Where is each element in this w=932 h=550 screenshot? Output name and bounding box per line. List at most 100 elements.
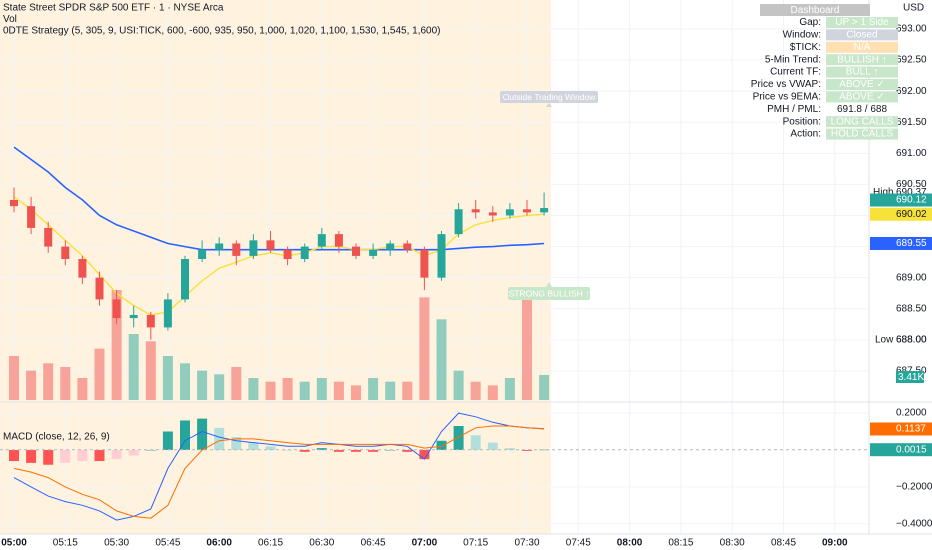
y-tick-label: 691.50 bbox=[896, 117, 927, 128]
candle-body bbox=[215, 243, 224, 250]
volume-bar bbox=[128, 334, 139, 400]
y-tick-label: 689.00 bbox=[896, 272, 927, 283]
candle-body bbox=[95, 277, 104, 300]
volume-bar bbox=[214, 374, 225, 400]
dashboard-value: ABOVE ✓ bbox=[839, 79, 885, 90]
x-tick-label: 08:15 bbox=[668, 538, 693, 549]
dashboard-label: Position: bbox=[783, 116, 821, 127]
dashboard-header bbox=[760, 4, 870, 16]
symbol-title: State Street SPDR S&P 500 ETF · 1 · NYSE… bbox=[3, 3, 224, 14]
volume-bar bbox=[265, 381, 276, 400]
dashboard-label: Gap: bbox=[799, 17, 821, 28]
macd-histogram-bar bbox=[351, 449, 361, 452]
x-tick-label: 09:00 bbox=[822, 538, 848, 549]
candle-body bbox=[454, 209, 463, 235]
dashboard-value: UP > 1 Side bbox=[835, 17, 889, 28]
candle-body bbox=[232, 243, 241, 256]
low-marker: Low bbox=[875, 334, 894, 345]
dashboard-label: $TICK: bbox=[790, 42, 821, 53]
candle-body bbox=[181, 259, 189, 300]
macd-histogram-bar bbox=[197, 418, 208, 450]
dashboard-cell bbox=[826, 17, 898, 28]
dashboard-value: HOLD CALLS bbox=[831, 129, 894, 140]
annotation-box bbox=[500, 91, 598, 103]
dashboard-value: 691.8 / 688 bbox=[837, 104, 887, 115]
x-tick-label: 08:45 bbox=[771, 538, 796, 549]
candle-body bbox=[505, 209, 514, 216]
volume-bar bbox=[197, 370, 208, 400]
candle-body bbox=[403, 243, 412, 250]
macd-histogram-bar bbox=[453, 425, 464, 450]
volume-bar bbox=[231, 367, 242, 400]
dashboard-cell bbox=[826, 91, 898, 103]
volume-bar bbox=[539, 374, 550, 400]
vwap-line bbox=[13, 146, 545, 251]
macd-histogram-bar bbox=[504, 448, 515, 450]
strategy-legend: 0DTE Strategy (5, 305, 9, USI:TICK, 600,… bbox=[3, 26, 441, 37]
macd-histogram-bar bbox=[248, 442, 259, 450]
macd-legend: MACD (close, 12, 26, 9) bbox=[3, 432, 110, 443]
dashboard-label: Price vs VWAP: bbox=[751, 79, 821, 90]
macd-histogram-bar bbox=[43, 449, 54, 465]
dashboard-value: ABOVE ✓ bbox=[839, 92, 885, 103]
candle-body bbox=[352, 246, 360, 256]
dashboard-label: Current TF: bbox=[770, 67, 821, 78]
macd-histogram-bar bbox=[522, 449, 532, 451]
volume-badge bbox=[896, 371, 924, 383]
volume-bar bbox=[94, 348, 105, 400]
price-badge-label: 690.12 bbox=[896, 195, 927, 206]
candle-body bbox=[488, 212, 497, 216]
candle-body bbox=[198, 249, 207, 260]
signal-line bbox=[13, 425, 545, 519]
candle-body bbox=[10, 199, 18, 207]
x-tick-label: 07:15 bbox=[463, 538, 488, 549]
dashboard-cell bbox=[826, 79, 898, 90]
price-badge-label: 0.1137 bbox=[896, 424, 926, 435]
macd-histogram-bar bbox=[368, 449, 379, 452]
volume-bar bbox=[162, 356, 173, 400]
macd-histogram-bar bbox=[436, 440, 447, 450]
candle-body bbox=[129, 314, 138, 319]
macd-histogram-bar bbox=[111, 449, 122, 460]
low-marker-value: 688.00 bbox=[896, 334, 927, 345]
annotation-window: Outside Trading Window bbox=[503, 92, 596, 102]
macd-histogram-bar bbox=[214, 427, 225, 450]
volume-bar bbox=[453, 370, 464, 400]
dashboard-value: Closed bbox=[846, 30, 877, 41]
x-tick-label: 08:00 bbox=[617, 538, 643, 549]
volume-bar bbox=[368, 378, 379, 400]
y-tick-label: 690.50 bbox=[896, 179, 927, 190]
x-tick-label: 05:30 bbox=[104, 538, 129, 549]
candle-body bbox=[112, 299, 121, 319]
annotation-pointer bbox=[546, 282, 552, 287]
x-tick-label: 05:15 bbox=[53, 538, 78, 549]
x-tick-label: 05:00 bbox=[1, 538, 27, 549]
dashboard-label: Window: bbox=[783, 30, 821, 41]
candle-body bbox=[369, 249, 378, 256]
dashboard-cell bbox=[826, 103, 898, 115]
macd-histogram-bar bbox=[419, 449, 430, 460]
y-tick-label: 692.50 bbox=[896, 55, 927, 66]
dashboard-cell bbox=[826, 66, 898, 78]
y-tick-label: 693.00 bbox=[896, 24, 927, 35]
candle-body bbox=[420, 249, 429, 278]
candle-body bbox=[437, 234, 446, 278]
macd-histogram-bar bbox=[94, 449, 105, 462]
macd-histogram-bar bbox=[128, 449, 139, 456]
candle-body bbox=[283, 249, 292, 260]
x-tick-label: 06:15 bbox=[258, 538, 283, 549]
x-tick-label: 05:45 bbox=[155, 538, 180, 549]
volume-bar bbox=[26, 370, 37, 400]
candle-body bbox=[146, 314, 155, 328]
volume-legend: Vol bbox=[3, 14, 17, 25]
volume-bar bbox=[43, 363, 54, 400]
volume-bar bbox=[60, 367, 71, 400]
macd-histogram-bar bbox=[402, 449, 413, 452]
volume-bar bbox=[522, 290, 532, 400]
x-tick-label: 06:30 bbox=[309, 538, 334, 549]
volume-bar bbox=[436, 319, 447, 400]
candle-body bbox=[317, 234, 326, 247]
volume-bar bbox=[299, 381, 310, 400]
volume-bar bbox=[333, 381, 344, 400]
